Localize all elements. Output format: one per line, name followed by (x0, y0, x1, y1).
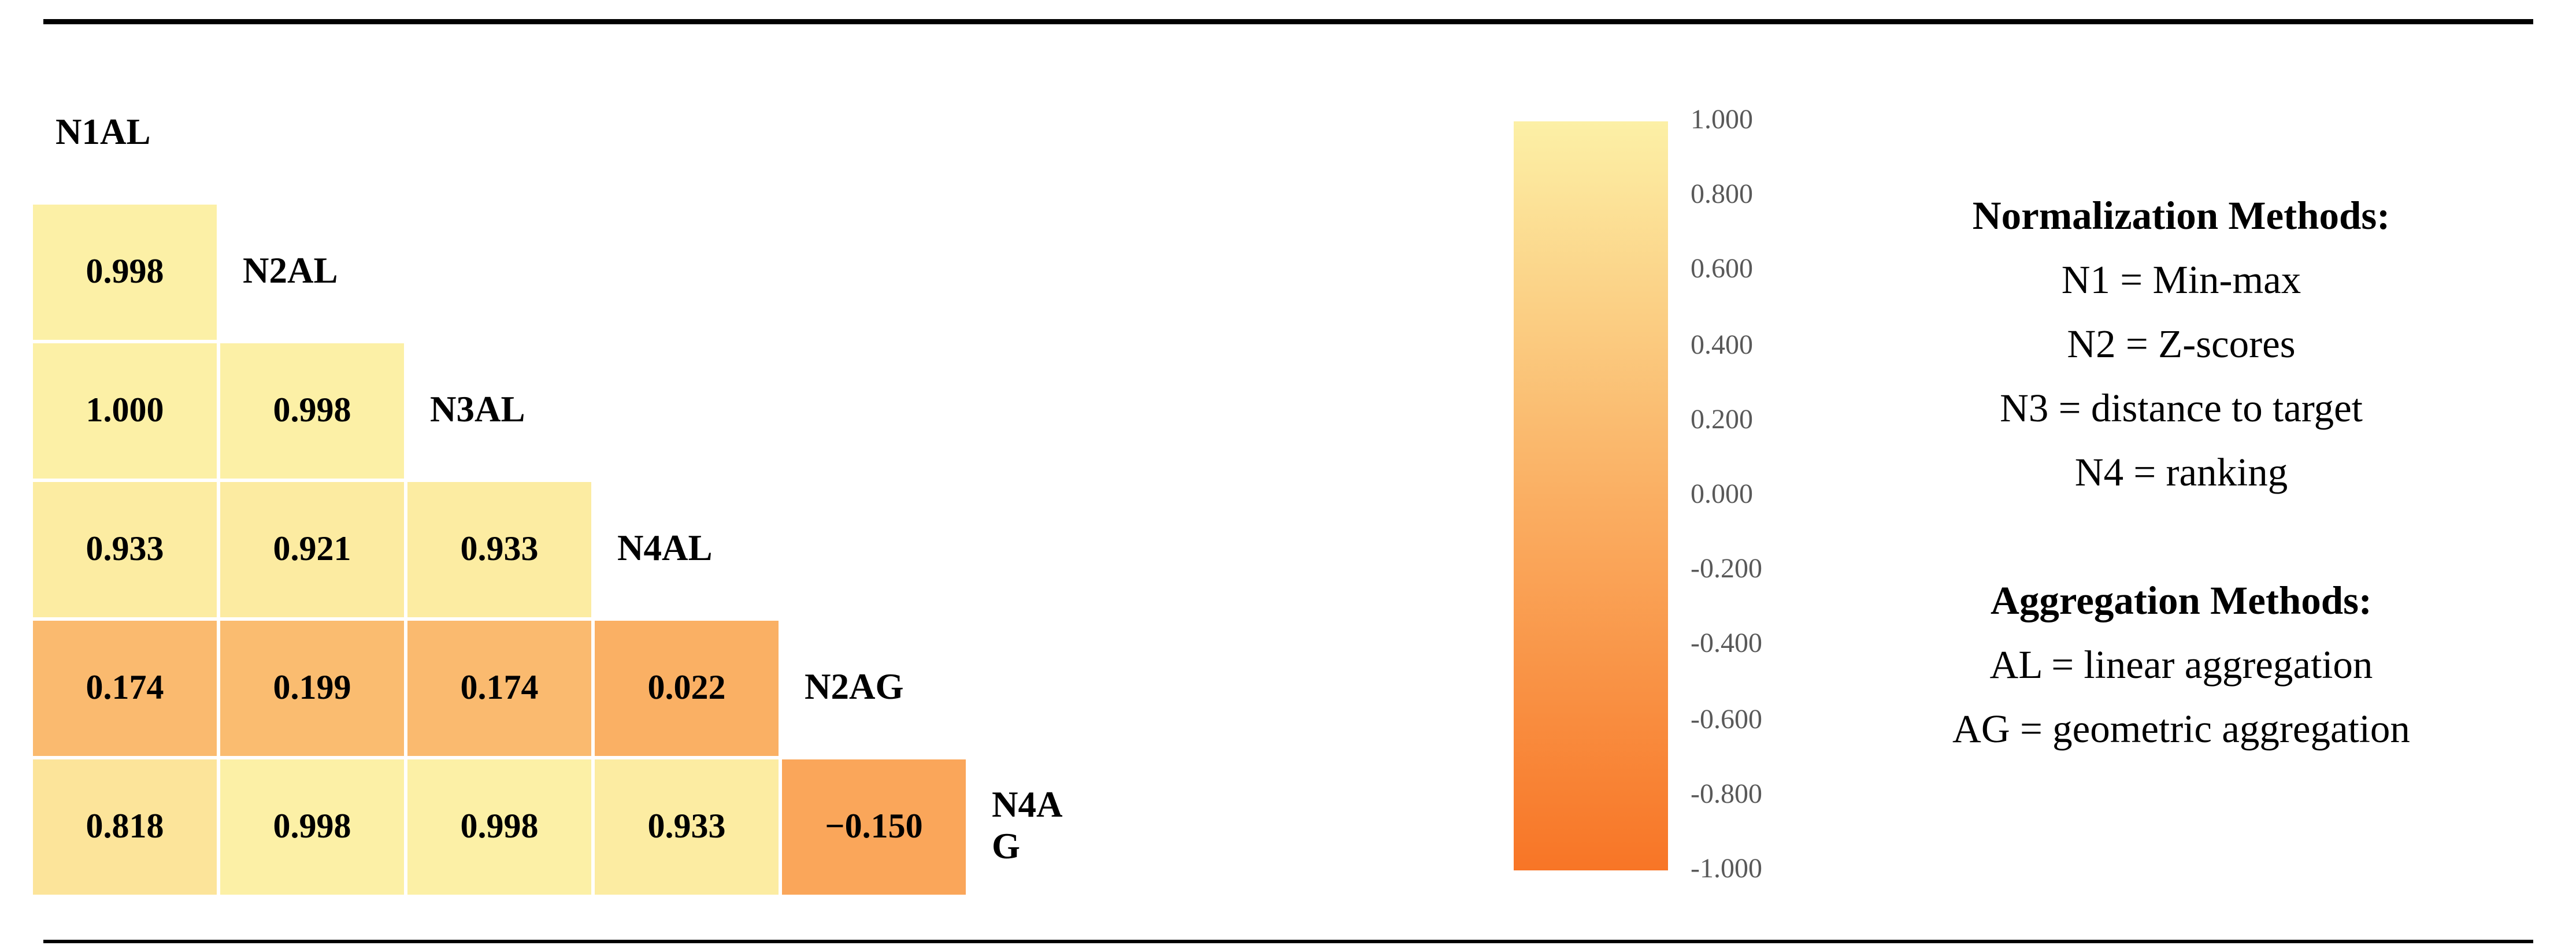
normalization-item-n1: N1 = Min-max (2061, 258, 2301, 302)
heatmap-cell: 0.998 (33, 205, 217, 340)
heatmap-cell: 0.998 (220, 759, 404, 895)
matrix-variable-label: N4AL (617, 527, 713, 569)
matrix-variable-label: N1AL (55, 111, 151, 153)
heatmap-cell: 0.174 (33, 621, 217, 756)
heatmap-cell: 0.199 (220, 621, 404, 756)
normalization-methods-title: Normalization Methods: (1972, 194, 2390, 238)
bottom-rule (43, 940, 2533, 943)
colorbar-gradient (1514, 121, 1668, 870)
colorbar-tick-label: 0.200 (1691, 405, 1753, 435)
normalization-item-n2: N2 = Z-scores (2067, 322, 2296, 366)
matrix-variable-label: N4A G (992, 784, 1063, 867)
colorbar-tick-label: -0.600 (1691, 705, 1762, 735)
heatmap-cell: 0.174 (407, 621, 591, 756)
correlation-matrix: N1AL 0.998 N2AL 1.000 0.998 N3AL 0.933 0.921 0.9… (33, 66, 1153, 895)
heatmap-cell: 0.933 (33, 482, 217, 617)
top-rule (43, 19, 2533, 24)
colorbar-tick-label: -0.400 (1691, 630, 1762, 660)
colorbar-tick-label: -0.200 (1691, 555, 1762, 585)
aggregation-item-al: AL = linear aggregation (1989, 643, 2373, 687)
heatmap-cell: 0.998 (407, 759, 591, 895)
colorbar-tick-label: 0.400 (1691, 330, 1753, 360)
colorbar-tick-label: 0.800 (1691, 180, 1753, 210)
colorbar-tick-label: -0.800 (1691, 780, 1762, 810)
aggregation-methods-title: Aggregation Methods: (1991, 579, 2372, 622)
heatmap-cell: 1.000 (33, 343, 217, 479)
colorbar-tick-label: -1.000 (1691, 855, 1762, 884)
methods-legend: Normalization Methods: N1 = Min-max N2 =… (1786, 184, 2576, 761)
colorbar-tick-label: 1.000 (1691, 106, 1753, 135)
matrix-variable-label: N2AG (805, 666, 904, 708)
colorbar-tick-label: 0.600 (1691, 255, 1753, 286)
matrix-variable-label: N3AL (430, 388, 525, 431)
heatmap-cell: 0.933 (595, 759, 779, 895)
heatmap-cell: 0.022 (595, 621, 779, 756)
heatmap-cell: 0.933 (407, 482, 591, 617)
heatmap-cell: 0.998 (220, 343, 404, 479)
normalization-item-n4: N4 = ranking (2074, 451, 2288, 494)
aggregation-item-ag: AG = geometric aggregation (1952, 707, 2410, 751)
matrix-variable-label: N2AL (243, 250, 338, 292)
colorbar-tick-labels: 1.000 0.800 0.600 0.400 0.200 0.000 -0.200 -0.4… (1691, 106, 1812, 884)
colorbar-tick-label: 0.000 (1691, 480, 1753, 510)
heatmap-cell: 0.818 (33, 759, 217, 895)
normalization-item-n3: N3 = distance to target (2000, 387, 2363, 430)
heatmap-cell: 0.921 (220, 482, 404, 617)
heatmap-cell: −0.150 (782, 759, 966, 895)
